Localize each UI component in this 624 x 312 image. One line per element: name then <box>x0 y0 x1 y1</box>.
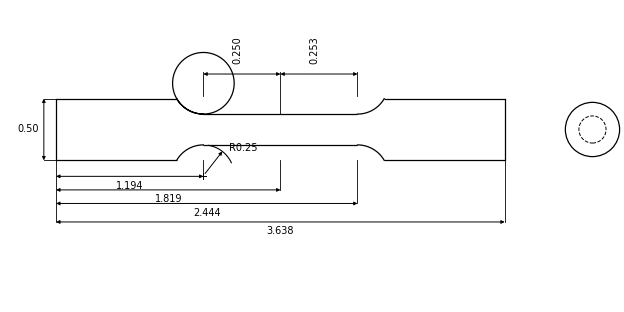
Text: 0.50: 0.50 <box>17 124 39 134</box>
Text: 1.194: 1.194 <box>116 181 144 191</box>
Text: 3.638: 3.638 <box>266 226 294 236</box>
Text: 0.250: 0.250 <box>232 37 242 64</box>
Text: R0.25: R0.25 <box>228 143 257 153</box>
Text: 2.444: 2.444 <box>193 208 221 218</box>
Text: 0.253: 0.253 <box>309 37 319 64</box>
Text: 1.819: 1.819 <box>155 194 182 204</box>
